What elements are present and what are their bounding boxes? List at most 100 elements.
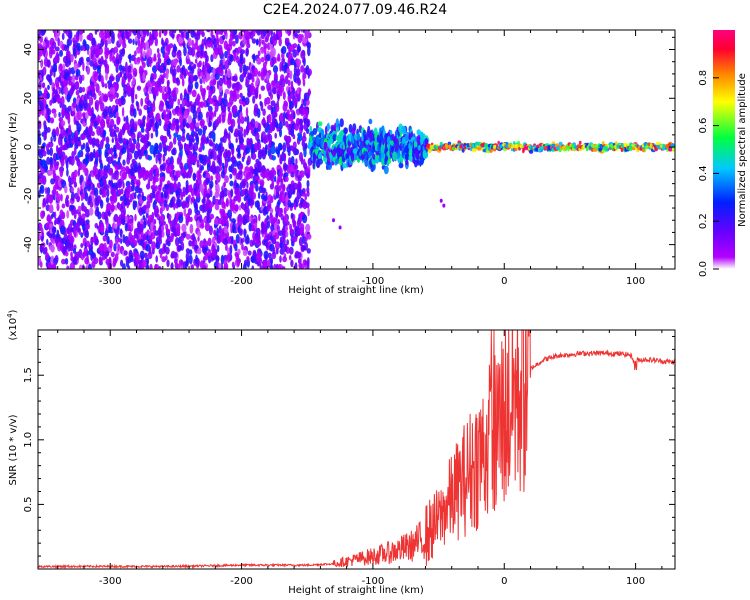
heatmap-cell (59, 225, 65, 235)
heatmap-cell (136, 85, 142, 91)
heatmap-cell (113, 243, 117, 252)
heatmap-cell (66, 265, 70, 269)
heatmap-cell (225, 197, 229, 208)
heatmap-cell (147, 56, 153, 65)
heatmap-cell (65, 251, 69, 257)
heatmap-cell (270, 195, 274, 204)
heatmap-cell (138, 108, 142, 116)
heatmap-cell (46, 187, 51, 195)
heatmap-cell (49, 117, 55, 124)
colorbar-tick-label: 0.0 (698, 261, 709, 277)
heatmap-cell (273, 72, 278, 80)
heatmap-cell (196, 210, 201, 216)
heatmap-cell (199, 101, 205, 108)
heatmap-cell (223, 40, 228, 50)
heatmap-cell (47, 170, 53, 176)
heatmap-cell (130, 88, 135, 99)
heatmap-cell (163, 199, 168, 208)
heatmap-cell (240, 116, 245, 124)
heatmap-cell (163, 141, 166, 149)
heatmap-cell (124, 222, 128, 232)
heatmap-cell (251, 152, 257, 160)
heatmap-cell (149, 111, 154, 117)
heatmap-cell (244, 116, 247, 122)
heatmap-cell (199, 183, 204, 193)
heatmap-cell (166, 259, 170, 268)
heatmap-cell (209, 180, 214, 189)
heatmap-cell (103, 59, 108, 68)
heatmap-cell (262, 61, 267, 69)
heatmap-cell (146, 92, 150, 100)
heatmap-cell (175, 170, 181, 178)
heatmap-cell (154, 264, 158, 269)
heatmap-cell (61, 107, 65, 117)
heatmap-cell (261, 167, 267, 174)
heatmap-cell (155, 167, 159, 176)
heatmap-cell (215, 187, 219, 195)
heatmap-cell (125, 61, 128, 72)
heatmap-cell (99, 169, 104, 177)
heatmap-cell (90, 50, 95, 61)
heatmap-cell (99, 222, 104, 227)
heatmap-cell (218, 157, 221, 166)
heatmap-cell (63, 79, 68, 87)
heatmap-cell (188, 249, 193, 255)
heatmap-cell (272, 86, 277, 95)
heatmap-cell (276, 56, 281, 62)
heatmap-cell (53, 112, 57, 118)
colorbar-tick-label: 0.4 (698, 165, 709, 181)
heatmap-cell (181, 202, 186, 209)
heatmap-cell (166, 212, 170, 219)
heatmap-cell (263, 250, 269, 260)
heatmap-cell (128, 53, 132, 64)
heatmap-cell (70, 186, 75, 193)
heatmap-cell (122, 48, 126, 55)
heatmap-cell (147, 141, 152, 147)
heatmap-cell (134, 122, 138, 132)
heatmap-cell (278, 264, 282, 269)
heatmap-cell (40, 210, 45, 219)
heatmap-cell (103, 242, 107, 252)
heatmap-cell (163, 93, 167, 103)
heatmap-cell (351, 135, 354, 142)
heatmap-cell (187, 194, 191, 200)
heatmap-cell (143, 220, 147, 229)
heatmap-cell (155, 241, 161, 250)
heatmap-cell (48, 77, 53, 86)
heatmap-cell (126, 128, 131, 135)
heatmap-cell (230, 188, 234, 198)
heatmap-cell (136, 30, 140, 35)
heatmap-cell (163, 51, 169, 62)
heatmap-cell (191, 233, 196, 242)
heatmap-cell (186, 92, 190, 103)
heatmap-cell (256, 142, 262, 151)
heatmap-cell (86, 66, 91, 75)
heatmap-cell (70, 132, 75, 138)
heatmap-cell (274, 132, 278, 139)
heatmap-cell (442, 203, 446, 208)
heatmap-cell (192, 137, 195, 143)
heatmap-cell (79, 176, 83, 186)
heatmap-cell (134, 70, 137, 77)
heatmap-cell (40, 235, 44, 242)
heatmap-cell (118, 36, 123, 45)
heatmap-cell (211, 160, 216, 170)
heatmap-cell (46, 59, 51, 67)
snr-y-tick-label: 0.5 (23, 496, 34, 512)
heatmap-cell (42, 175, 47, 185)
heatmap-cell (196, 159, 200, 168)
heatmap-cell (61, 258, 66, 265)
heatmap-cell (69, 204, 75, 211)
heatmap-cell (115, 23, 119, 29)
heatmap-cell (104, 83, 108, 89)
heatmap-cell (88, 183, 91, 192)
heatmap-cell (193, 183, 198, 192)
heatmap-cell (187, 71, 192, 77)
heatmap-cell (83, 93, 88, 103)
heatmap-cell (133, 200, 137, 211)
heatmap-cell (71, 150, 75, 159)
heatmap-cell (115, 237, 119, 246)
heatmap-cell (317, 121, 323, 127)
heatmap-cell (620, 148, 624, 152)
heatmap-cell (56, 203, 60, 212)
